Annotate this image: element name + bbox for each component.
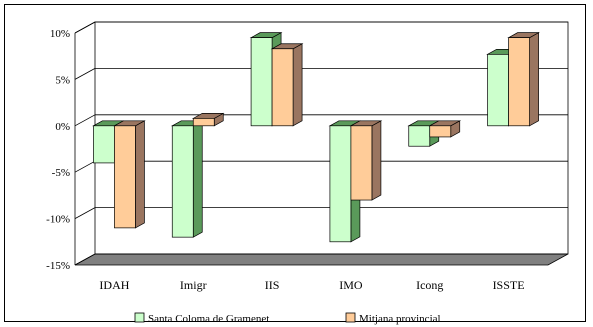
gridline-depth: [74, 114, 96, 127]
x-tick-label: IMO: [339, 278, 363, 292]
y-tick-label: -15%: [46, 260, 70, 272]
gridline-depth: [74, 253, 96, 266]
legend-label-mitjana-provincial: Mitjana provincial: [359, 313, 441, 325]
legend-swatch-mitjana-provincial: [345, 312, 356, 323]
legend-label-santa-coloma: Santa Coloma de Gramenet: [148, 313, 269, 325]
bar: [250, 37, 273, 127]
y-tick-label: -10%: [46, 214, 70, 226]
y-tick-label: 5%: [55, 74, 70, 86]
x-tick-label: Imigr: [180, 278, 207, 292]
gridline-depth: [74, 207, 96, 219]
x-tick-label: Icong: [416, 278, 443, 292]
bar: [93, 125, 115, 164]
axis-layer: 10% 5% 0% -5% -10% -15% IDAH Imigr IIS IMO Icong IS…: [46, 21, 525, 292]
x-tick-label: ISSTE: [493, 278, 525, 292]
bar: [114, 125, 136, 229]
bar: [408, 125, 431, 147]
legend: Santa Coloma de Gramenet Mitjana provinc…: [134, 312, 441, 325]
bar: [329, 125, 352, 243]
bar-side: [371, 120, 382, 201]
y-tick-label: -5%: [52, 167, 70, 179]
bars-layer: [92, 32, 540, 243]
bar-side: [292, 43, 303, 127]
gridline-depth: [74, 160, 96, 173]
gridline-depth: [74, 68, 96, 80]
bar: [487, 53, 509, 127]
x-tick-label: IDAH: [99, 278, 129, 292]
y-axis-top-edge: [74, 21, 96, 34]
x-tick-label: IIS: [265, 278, 280, 292]
bar-side: [192, 120, 203, 238]
bar: [271, 48, 294, 127]
y-tick-label: 10%: [50, 28, 70, 40]
bar: [192, 118, 215, 127]
chart-floor: [74, 253, 569, 266]
bar-side: [529, 32, 539, 127]
bar: [508, 37, 530, 127]
bar: [171, 125, 194, 238]
bar: [429, 125, 452, 138]
y-tick-label: 0%: [55, 121, 70, 133]
legend-swatch-santa-coloma: [134, 312, 145, 323]
bar-side: [135, 120, 145, 229]
bar: [350, 125, 373, 201]
